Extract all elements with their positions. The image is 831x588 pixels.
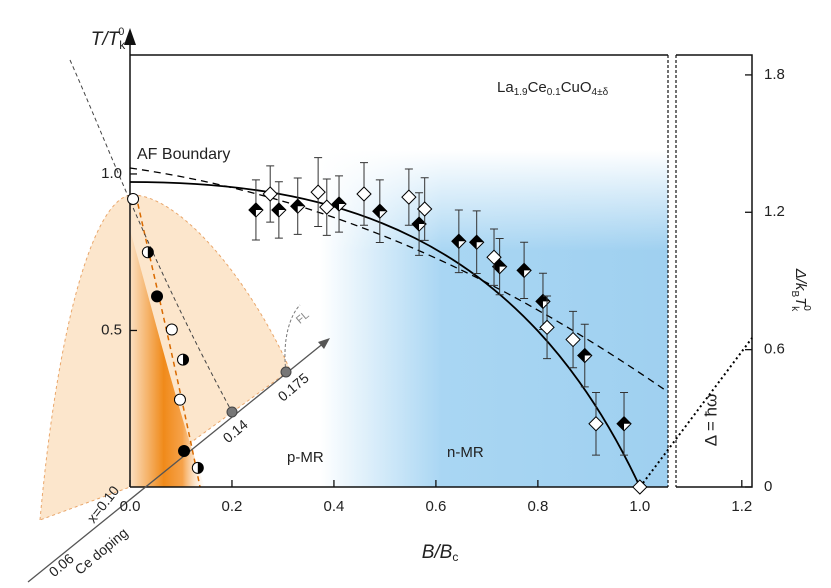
marker-outline (173, 393, 186, 406)
half-circle (141, 246, 154, 259)
y-axis-title: T/Tk0 (91, 26, 127, 52)
marker-fill (372, 204, 387, 219)
annotation: n-MR (447, 444, 484, 461)
marker-fill (183, 354, 189, 366)
y2-tick-label: 0 (764, 478, 772, 495)
marker-fill (332, 197, 347, 212)
open-diamond (356, 186, 372, 202)
marker-fill (147, 246, 154, 258)
half-diamond (535, 293, 551, 310)
open-diamond (565, 331, 581, 348)
marker-fill (577, 348, 592, 363)
half-diamond (372, 203, 388, 219)
x-tick-label: 0.2 (222, 498, 243, 515)
marker-outline (632, 479, 648, 495)
x-tick-label: 0.0 (120, 498, 141, 515)
doping-title: Ce doping (72, 524, 131, 577)
marker-outline (310, 184, 326, 200)
x-axis-title: B/Bc (422, 542, 459, 564)
annotation: p-MR (287, 449, 324, 466)
half-diamond (451, 233, 467, 249)
open-diamond (632, 479, 648, 495)
formula: La1.9Ce0.1CuO4±δ (497, 79, 609, 98)
marker-outline (127, 193, 140, 205)
doping-label: 0.14 (220, 416, 251, 446)
open-diamond (401, 189, 417, 205)
fit-curves (69, 59, 753, 488)
open-diamond (319, 199, 335, 215)
marker-fill (248, 202, 263, 217)
filled-circle (178, 445, 191, 457)
half-diamond (290, 198, 306, 214)
y2-tick-label: 0.6 (764, 341, 785, 358)
marker-fill (451, 234, 466, 249)
open-diamond (262, 186, 278, 202)
y2-tick-label: 1.2 (764, 203, 785, 220)
marker-outline (262, 186, 278, 202)
annotation: FL (294, 309, 312, 326)
marker-fill (492, 259, 507, 274)
marker-fill (469, 235, 484, 250)
half-diamond (616, 416, 632, 432)
axes (124, 28, 753, 488)
y-tick-label: 1.0 (101, 165, 122, 182)
marker-outline (356, 186, 372, 202)
open-diamond (416, 201, 433, 217)
marker-outline (319, 199, 335, 215)
half-diamond (577, 347, 593, 364)
filled-circle (151, 290, 164, 303)
half-diamond (271, 202, 287, 218)
marker-fill (271, 202, 286, 217)
open-circle (173, 393, 186, 406)
open-circle (127, 193, 140, 205)
marker-outline (416, 201, 433, 217)
marker-outline (178, 445, 191, 457)
marker-fill (290, 199, 305, 214)
open-diamond (588, 416, 604, 432)
half-diamond (411, 216, 427, 232)
marker-outline (165, 323, 178, 336)
marker-fill (535, 294, 550, 309)
open-circle (165, 323, 178, 336)
open-diamond (539, 319, 555, 336)
y2-tick-label: 1.8 (764, 66, 785, 83)
y-tick-label: 0.5 (101, 321, 122, 338)
annotation: Δ = ħω (701, 394, 720, 447)
marker-fill (197, 462, 204, 474)
marker-outline (401, 189, 417, 205)
open-diamond (486, 249, 502, 265)
marker-outline (539, 319, 555, 336)
open-diamond (310, 184, 326, 200)
marker-fill (412, 217, 427, 232)
marker-outline (565, 331, 581, 348)
half-diamond (491, 258, 508, 275)
half-diamond (331, 196, 347, 212)
x-tick-label: 1.0 (629, 498, 650, 515)
marker-outline (588, 416, 604, 432)
half-diamond (248, 202, 264, 218)
half-circle (191, 461, 204, 474)
marker-outline (151, 290, 164, 303)
marker-fill (617, 416, 632, 431)
annotation: AF Boundary (137, 146, 230, 163)
half-circle (177, 353, 190, 366)
y2-axis-title: Δ/kBTk0 (789, 268, 812, 313)
half-diamond (468, 234, 485, 250)
x-tick-label: 0.4 (324, 498, 345, 515)
half-diamond (516, 262, 532, 279)
x-tick-label: 0.6 (425, 498, 446, 515)
x-tick-label: 1.2 (731, 498, 752, 515)
marker-fill (517, 263, 532, 278)
marker-outline (486, 249, 502, 265)
x-tick-label: 0.8 (527, 498, 548, 515)
